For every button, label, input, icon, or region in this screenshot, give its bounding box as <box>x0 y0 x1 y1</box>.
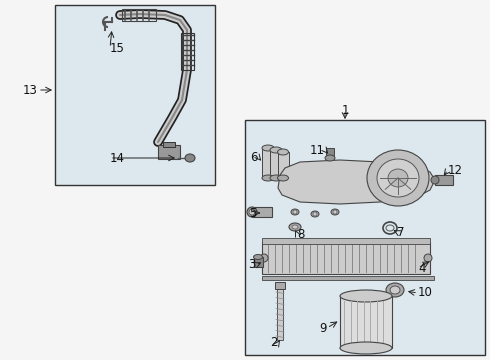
Bar <box>435 175 453 185</box>
Ellipse shape <box>289 223 301 231</box>
Text: 1: 1 <box>341 104 349 117</box>
Bar <box>262 276 434 280</box>
Bar <box>262 242 430 274</box>
Bar <box>252 207 272 217</box>
Text: 8: 8 <box>297 228 304 240</box>
Bar <box>262 238 430 244</box>
Ellipse shape <box>311 211 319 217</box>
Ellipse shape <box>270 147 282 153</box>
Ellipse shape <box>262 175 274 181</box>
Text: 14: 14 <box>110 152 125 165</box>
Ellipse shape <box>247 207 257 217</box>
Bar <box>55 5 215 185</box>
Ellipse shape <box>377 159 419 197</box>
Ellipse shape <box>388 169 408 187</box>
Text: 3: 3 <box>248 258 256 271</box>
Ellipse shape <box>253 255 263 260</box>
Bar <box>340 296 392 348</box>
Bar <box>278 152 289 178</box>
Ellipse shape <box>249 209 255 215</box>
Ellipse shape <box>340 342 392 354</box>
Text: 10: 10 <box>418 287 433 300</box>
Ellipse shape <box>270 175 282 181</box>
Bar <box>122 9 156 21</box>
Ellipse shape <box>277 149 289 155</box>
Ellipse shape <box>277 175 289 181</box>
Bar <box>181 33 194 70</box>
Ellipse shape <box>333 210 337 214</box>
Bar <box>275 282 285 289</box>
Ellipse shape <box>424 254 432 262</box>
Text: 12: 12 <box>448 163 463 176</box>
Ellipse shape <box>325 155 335 161</box>
Text: 7: 7 <box>397 225 405 239</box>
Bar <box>254 257 263 267</box>
Ellipse shape <box>293 210 297 214</box>
Text: 2: 2 <box>270 337 278 350</box>
Ellipse shape <box>431 176 439 184</box>
Text: 11: 11 <box>310 144 325 157</box>
Ellipse shape <box>185 154 195 162</box>
Ellipse shape <box>292 225 298 229</box>
Polygon shape <box>278 160 435 204</box>
Bar <box>326 148 334 158</box>
Text: 13: 13 <box>23 84 38 96</box>
Bar <box>262 148 274 178</box>
Text: 9: 9 <box>319 321 327 334</box>
Bar <box>163 142 175 147</box>
Ellipse shape <box>386 283 404 297</box>
Bar <box>245 120 485 355</box>
Text: 5: 5 <box>248 207 256 220</box>
Bar <box>277 288 283 340</box>
Ellipse shape <box>340 290 392 302</box>
Bar <box>158 145 180 159</box>
Ellipse shape <box>313 212 317 216</box>
Ellipse shape <box>367 150 429 206</box>
Ellipse shape <box>262 145 274 151</box>
Ellipse shape <box>291 209 299 215</box>
Ellipse shape <box>260 254 268 262</box>
Ellipse shape <box>390 286 400 294</box>
Text: 15: 15 <box>110 41 125 54</box>
Text: 6: 6 <box>250 150 258 163</box>
Bar <box>270 150 282 178</box>
Text: 4: 4 <box>418 261 425 274</box>
Ellipse shape <box>331 209 339 215</box>
